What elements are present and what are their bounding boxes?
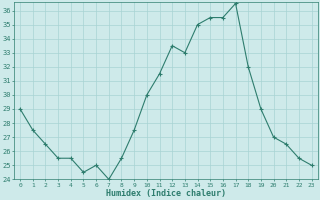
X-axis label: Humidex (Indice chaleur): Humidex (Indice chaleur) bbox=[106, 189, 226, 198]
